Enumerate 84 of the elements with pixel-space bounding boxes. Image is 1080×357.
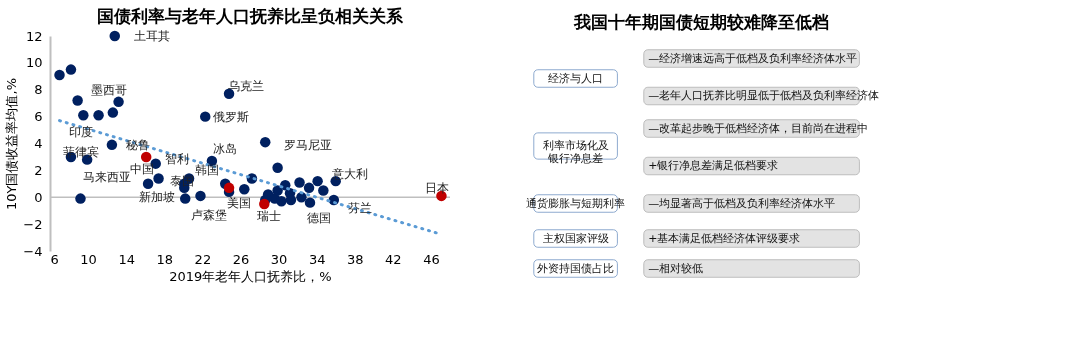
- x-tick-label: 22: [194, 251, 212, 267]
- annotation: 罗马尼亚: [284, 138, 333, 153]
- y-tick-label: 6: [34, 109, 43, 125]
- annotation: 印度: [69, 125, 94, 140]
- x-tick-label: 14: [118, 251, 135, 267]
- annotation: 中国: [130, 161, 155, 176]
- point: [272, 185, 283, 196]
- point: [142, 178, 154, 190]
- y-tick-label: −4: [23, 243, 43, 259]
- point: [93, 110, 104, 121]
- x-axis-title: 2019年老年人口抚养比，%: [169, 268, 332, 284]
- x-tick-label: 30: [270, 251, 288, 267]
- x-tick-label: 34: [308, 251, 326, 267]
- point: [303, 182, 315, 194]
- point: [239, 183, 250, 195]
- point: [199, 111, 211, 122]
- point: [113, 96, 124, 108]
- annotation: 卢森堡: [191, 207, 228, 222]
- point: [140, 151, 152, 163]
- x-tick-label: 26: [232, 251, 250, 267]
- annotation: 俄罗斯: [213, 109, 250, 124]
- point: [312, 175, 323, 187]
- point: [75, 193, 86, 204]
- annotation: 墨西哥: [90, 83, 127, 98]
- text: —经济增速远高于低档及负利率经济体水平: [648, 51, 858, 65]
- point: [304, 197, 316, 208]
- annotation: 冰岛: [212, 141, 237, 156]
- annotation: 德国: [307, 210, 331, 225]
- text: 我国十年期国债短期较难降至低档: [572, 12, 829, 32]
- annotation: 日本: [425, 180, 450, 195]
- text: 经济与人口: [548, 71, 604, 85]
- annotation: 土耳其: [133, 29, 170, 43]
- text: —相对较低: [648, 261, 704, 275]
- point: [107, 107, 119, 118]
- text: +基本满足低档经济体评级要求: [648, 231, 801, 245]
- point: [259, 136, 271, 148]
- annotation: 意大利: [330, 167, 368, 182]
- text: 主权国家评级: [542, 231, 609, 245]
- annotation: 美国: [227, 195, 252, 210]
- y-axis-title: 10Y国债收益率均值,%: [4, 78, 20, 210]
- text: —老年人口抚养比明显低于低档及负利率经济体: [648, 89, 880, 102]
- annotation: 秘鲁: [125, 137, 150, 152]
- point: [276, 196, 287, 207]
- y-tick-label: 12: [25, 28, 43, 44]
- point: [223, 182, 235, 194]
- annotation: 瑞士: [257, 208, 282, 223]
- annotation: 芬兰: [347, 200, 372, 215]
- text: —改革起步晚于低档经济体，目前尚在进程中: [648, 121, 869, 135]
- annotation: 新加坡: [139, 189, 176, 204]
- x-tick-label: 10: [80, 251, 97, 267]
- text: 外资持国债占比: [537, 261, 615, 275]
- point: [259, 198, 270, 210]
- point: [65, 64, 77, 75]
- point: [78, 110, 89, 121]
- point: [72, 95, 83, 106]
- point: [54, 69, 65, 81]
- point: [272, 162, 283, 173]
- annotation: 韩国: [194, 162, 219, 177]
- x-tick-label: 18: [156, 251, 174, 267]
- annotation: 乌克兰: [228, 78, 265, 93]
- point: [294, 177, 305, 188]
- point: [195, 190, 206, 202]
- point: [179, 193, 191, 204]
- x-tick-label: 46: [423, 251, 440, 267]
- y-tick-label: 4: [34, 136, 43, 151]
- x-tick-label: 42: [385, 251, 402, 267]
- y-tick-label: 2: [34, 162, 43, 178]
- text: 利率市场化及银行净息差: [542, 139, 609, 165]
- annotation: 智利: [164, 151, 189, 166]
- y-tick-label: 8: [34, 82, 43, 98]
- point: [296, 192, 307, 203]
- x-tick-label: 6: [50, 251, 59, 267]
- y-tick-label: 0: [34, 189, 43, 205]
- point: [318, 185, 329, 196]
- text: —均显著高于低档及负利率经济体水平: [648, 196, 836, 210]
- point: [106, 139, 118, 151]
- text: 通货膨胀与短期利率: [526, 196, 626, 210]
- point: [153, 173, 164, 184]
- y-tick-label: −2: [23, 216, 43, 232]
- chart-title: 国债利率与老年人口抚养比呈负相关关系: [97, 6, 404, 26]
- text: +银行净息差满足低档要求: [648, 159, 779, 172]
- point: [109, 30, 121, 42]
- y-tick-label: 10: [25, 55, 43, 71]
- x-tick-label: 38: [346, 251, 364, 267]
